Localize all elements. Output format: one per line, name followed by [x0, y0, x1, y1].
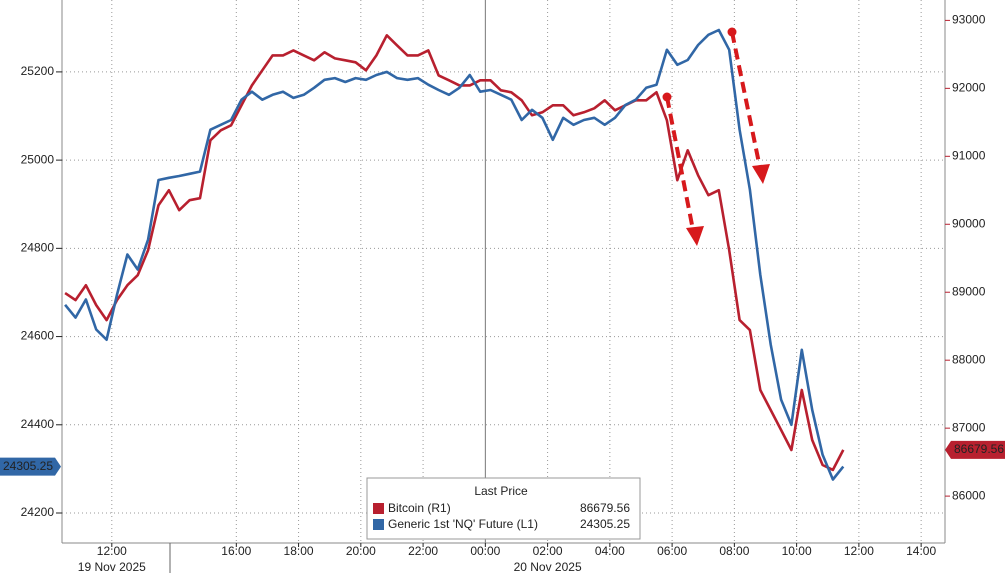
x-tick-label: 16:00 — [221, 544, 251, 558]
x-tick-label: 18:00 — [284, 544, 314, 558]
legend-label: Bitcoin (R1) — [388, 501, 451, 515]
date-label: 19 Nov 2025 — [78, 560, 146, 573]
legend-label: Generic 1st 'NQ' Future (L1) — [388, 517, 538, 531]
legend-value: 24305.25 — [580, 517, 630, 531]
x-tick-label: 12:00 — [97, 544, 127, 558]
legend-title: Last Price — [474, 484, 528, 498]
y2-tick-label: 86000 — [952, 488, 986, 502]
x-tick-label: 12:00 — [844, 544, 874, 558]
y2-tick-label: 91000 — [952, 148, 986, 162]
legend-swatch — [373, 503, 384, 514]
y-tick-label: 24600 — [21, 329, 55, 343]
x-tick-label: 14:00 — [906, 544, 936, 558]
x-tick-label: 00:00 — [470, 544, 500, 558]
date-label: 20 Nov 2025 — [514, 560, 582, 573]
x-tick-label: 22:00 — [408, 544, 438, 558]
arrow-shaft — [730, 31, 762, 169]
lines — [64, 28, 845, 481]
y2-tick-label: 90000 — [952, 216, 986, 230]
series-line — [64, 28, 845, 481]
y-tick-label: 24200 — [21, 505, 55, 519]
legend-value: 86679.56 — [580, 501, 630, 515]
y2-tick-label: 92000 — [952, 81, 986, 95]
y-tick-label: 24800 — [21, 241, 55, 255]
x-tick-label: 20:00 — [346, 544, 376, 558]
arrow-shaft — [665, 96, 695, 231]
legend: Last Price Bitcoin (R1) 86679.56 Generic… — [366, 477, 641, 540]
series-line — [64, 34, 845, 472]
last-value-tags: 86679.56 24305.25 — [0, 440, 1005, 476]
y-tick-label: 25000 — [21, 152, 55, 166]
last-value-tag — [945, 440, 1005, 459]
legend-box — [366, 477, 641, 540]
grid — [62, 0, 945, 543]
y2-tick-label: 88000 — [952, 352, 986, 366]
arrow-head — [752, 164, 770, 184]
x-tick-label: 10:00 — [782, 544, 812, 558]
last-value-label: 86679.56 — [954, 442, 1004, 456]
y2-tick-label: 93000 — [952, 13, 986, 27]
x-tick-label: 02:00 — [533, 544, 563, 558]
y-tick-label: 24400 — [21, 417, 55, 431]
last-value-tag — [0, 457, 61, 476]
x-tick-label: 04:00 — [595, 544, 625, 558]
y2-tick-label: 87000 — [952, 420, 986, 434]
y2-tick-label: 89000 — [952, 284, 986, 298]
x-tick-label: 08:00 — [719, 544, 749, 558]
x-tick-label: 06:00 — [657, 544, 687, 558]
annotation-arrows — [662, 27, 770, 246]
last-value-label: 24305.25 — [3, 459, 53, 473]
arrow-head — [686, 226, 704, 246]
legend-swatch — [373, 519, 384, 530]
y-tick-label: 25200 — [21, 64, 55, 78]
